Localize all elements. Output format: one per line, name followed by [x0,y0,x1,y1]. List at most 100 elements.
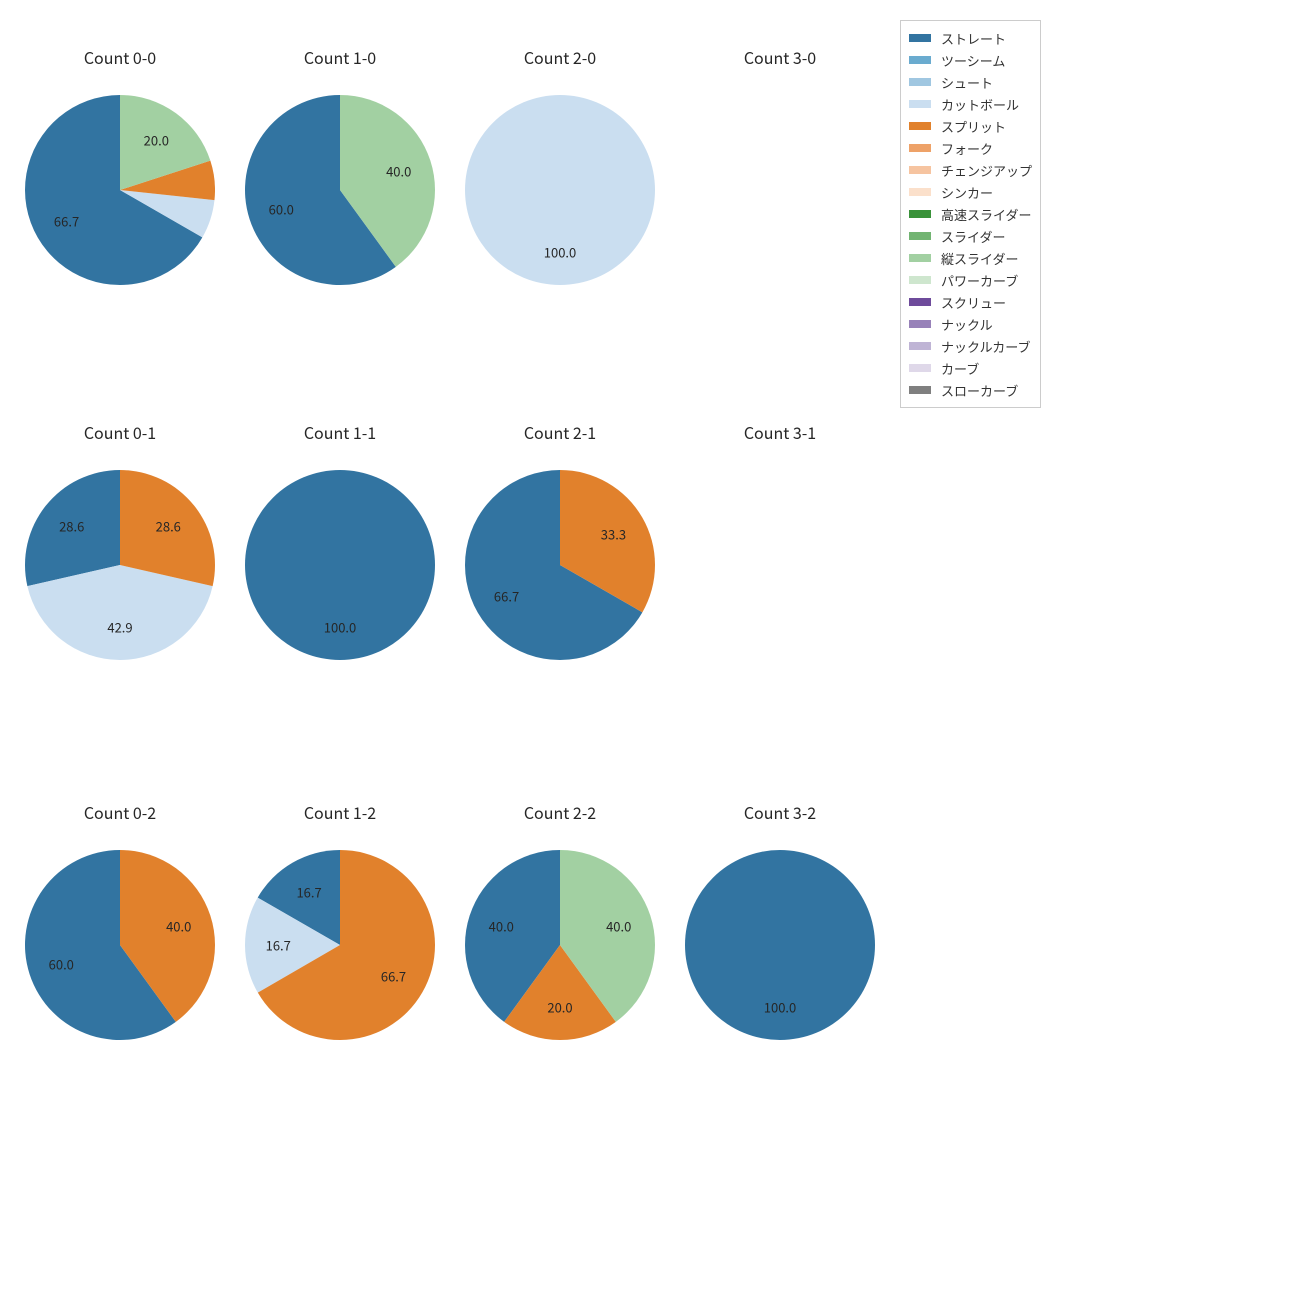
slice-label: 60.0 [49,955,74,974]
legend-swatch [909,210,931,218]
legend-label: スプリット [941,120,1006,133]
legend-swatch [909,100,931,108]
legend-label: スライダー [941,230,1005,243]
legend-swatch [909,320,931,328]
legend-label: ナックル [941,318,993,331]
panel-title: Count 0-2 [10,800,230,824]
pie-panel: Count 2-1 66.7 33.3 [450,420,670,670]
panel-title: Count 3-1 [670,420,890,444]
legend-label: スクリュー [941,296,1006,309]
pie-panel: Count 3-1 [670,420,890,670]
pie-chart [465,470,655,660]
slice-label: 28.6 [156,517,181,536]
legend-swatch [909,78,931,86]
panel-title: Count 1-1 [230,420,450,444]
slice-label: 40.0 [166,916,191,935]
panel-title: Count 0-1 [10,420,230,444]
chart-stage: Count 0-066.720.0Count 1-060.040.0Count … [0,0,1300,1300]
legend-item: パワーカーブ [909,269,1032,291]
legend-swatch [909,342,931,350]
legend-item: カーブ [909,357,1032,379]
legend-item: ナックル [909,313,1032,335]
legend-swatch [909,122,931,130]
legend-swatch [909,144,931,152]
panel-title: Count 3-2 [670,800,890,824]
legend-swatch [909,254,931,262]
pie-panel: Count 3-0 [670,45,890,295]
legend-label: カーブ [941,362,979,375]
legend-swatch [909,166,931,174]
pie-panel: Count 2-0 100.0 [450,45,670,295]
panel-title: Count 3-0 [670,45,890,69]
slice-label: 66.7 [494,586,519,605]
legend-item: ツーシーム [909,49,1032,71]
slice-label: 66.7 [54,211,79,230]
slice-label: 100.0 [764,997,796,1016]
slice-label: 100.0 [324,617,356,636]
pie-panel: Count 2-2 40.0 20.0 40.0 [450,800,670,1050]
pie-chart [245,95,435,285]
legend-label: ツーシーム [941,54,1005,67]
legend-item: 高速スライダー [909,203,1032,225]
legend-item: シュート [909,71,1032,93]
panel-title: Count 1-2 [230,800,450,824]
slice-label: 20.0 [547,997,572,1016]
pie-panel: Count 0-1 28.6 42.9 28.6 [10,420,230,670]
slice-label: 40.0 [489,916,514,935]
legend-label: ストレート [941,32,1006,45]
legend-item: ストレート [909,27,1032,49]
panel-title: Count 0-0 [10,45,230,69]
pie-chart [25,850,215,1040]
legend-item: シンカー [909,181,1032,203]
slice-label: 60.0 [269,200,294,219]
legend-label: 縦スライダー [941,252,1018,265]
legend-label: 高速スライダー [941,208,1031,221]
legend-item: スプリット [909,115,1032,137]
legend: ストレートツーシームシュートカットボールスプリットフォークチェンジアップシンカー… [900,20,1041,408]
slice-label: 20.0 [144,131,169,150]
panel-title: Count 2-1 [450,420,670,444]
pie-panel: Count 0-0 66.7 20.0 [10,45,230,295]
pie-panel: Count 1-0 60.0 40.0 [230,45,450,295]
slice-label: 28.6 [59,517,84,536]
pie-chart [25,95,215,285]
legend-swatch [909,56,931,64]
legend-swatch [909,298,931,306]
slice-label: 16.7 [296,882,321,901]
legend-item: カットボール [909,93,1032,115]
pie-panel: Count 3-2 100.0 [670,800,890,1050]
slice-label: 66.7 [381,966,406,985]
legend-swatch [909,276,931,284]
legend-item: スローカーブ [909,379,1032,401]
legend-item: ナックルカーブ [909,335,1032,357]
panel-title: Count 2-0 [450,45,670,69]
legend-swatch [909,386,931,394]
legend-swatch [909,232,931,240]
pie-panel: Count 1-1 100.0 [230,420,450,670]
slice-label: 100.0 [544,242,576,261]
slice-label: 16.7 [266,936,291,955]
legend-item: スクリュー [909,291,1032,313]
panel-title: Count 1-0 [230,45,450,69]
legend-label: フォーク [941,142,993,155]
legend-item: フォーク [909,137,1032,159]
legend-label: シュート [941,76,993,89]
legend-label: シンカー [941,186,993,199]
pie-panel: Count 1-2 16.7 16.7 66.7 [230,800,450,1050]
legend-label: チェンジアップ [941,164,1032,177]
legend-swatch [909,188,931,196]
legend-label: スローカーブ [941,384,1018,397]
legend-label: パワーカーブ [941,274,1018,287]
legend-item: 縦スライダー [909,247,1032,269]
slice-label: 40.0 [386,161,411,180]
slice-label: 42.9 [107,617,132,636]
legend-item: チェンジアップ [909,159,1032,181]
panel-title: Count 2-2 [450,800,670,824]
legend-label: カットボール [941,98,1019,111]
pie-panel: Count 0-2 60.0 40.0 [10,800,230,1050]
slice-label: 33.3 [601,525,626,544]
slice-label: 40.0 [606,916,631,935]
legend-swatch [909,34,931,42]
legend-swatch [909,364,931,372]
legend-item: スライダー [909,225,1032,247]
